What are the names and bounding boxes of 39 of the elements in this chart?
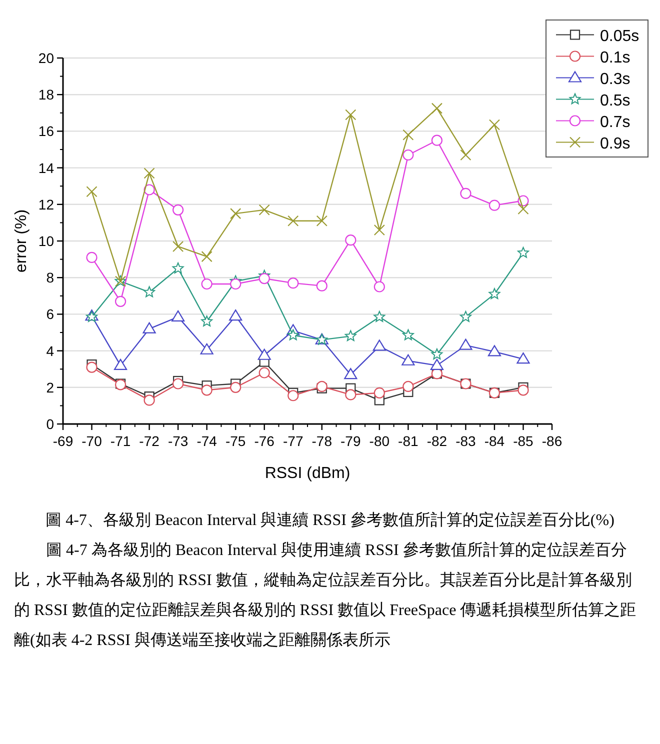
y-tick-label: 10 (38, 233, 54, 249)
x-tick-label: -72 (139, 433, 160, 449)
legend-label: 0.9s (600, 135, 630, 152)
x-tick-label: -78 (312, 433, 332, 449)
legend-label: 0.05s (600, 28, 640, 45)
x-tick-label: -86 (542, 433, 562, 449)
y-tick-label: 6 (46, 306, 54, 322)
y-tick-label: 4 (46, 342, 54, 359)
caption: 圖 4-7 為各級別的 Beacon Interval 與使用連續 RSSI 參考數值所計算的定位誤差百分比，水平軸為各級別的 RSSI 數值，縱軸為定位誤差百分比。其誤差百分比是計算各級別的 RSSI 數值的定位距離誤差與各級別的 RSSI 數值以 FreeSpace 傳遞耗損模型所估算之距離(如表 4-2 RSSI 與傳送端至接收端之距離關係表所示 (14, 540, 638, 651)
x-tick-label: -80 (369, 433, 390, 449)
y-tick-label: 16 (38, 123, 54, 140)
legend-label: 0.5s (600, 92, 630, 110)
x-tick-label: -69 (52, 433, 74, 449)
x-tick-label: -76 (254, 433, 275, 449)
y-tick-label: 12 (38, 196, 54, 212)
x-tick-label: -71 (110, 433, 131, 449)
x-tick-label: -74 (196, 433, 218, 449)
x-tick-label: -82 (426, 433, 448, 449)
y-tick-label: 8 (46, 270, 54, 286)
x-tick-label: -70 (82, 433, 102, 449)
x-tick-label: -79 (340, 433, 361, 449)
legend-label: 0.1s (600, 49, 630, 66)
y-tick-label: 14 (38, 160, 54, 176)
y-tick-label: 18 (38, 86, 54, 103)
y-axis-title: error (%) (13, 209, 30, 273)
x-tick-label: -83 (456, 433, 476, 449)
x-axis-title: RSSI (dBm) (264, 465, 350, 482)
x-tick-label: -84 (484, 433, 505, 449)
y-tick-label: 2 (46, 379, 54, 396)
legend-label: 0.3s (600, 70, 630, 88)
y-tick-label: 20 (38, 50, 54, 66)
x-tick-label: -81 (398, 433, 419, 449)
caption: 圖 4-7、各級別 Beacon Interval 與連續 RSSI 參考數值所計算的定位誤差百分比(%) (44, 510, 616, 531)
y-tick-label: 0 (46, 416, 54, 432)
x-tick-label: -85 (513, 433, 534, 449)
x-tick-label: -73 (168, 433, 188, 449)
x-tick-label: -75 (225, 433, 246, 449)
legend-label: 0.7s (600, 114, 630, 131)
x-tick-label: -77 (283, 433, 304, 449)
